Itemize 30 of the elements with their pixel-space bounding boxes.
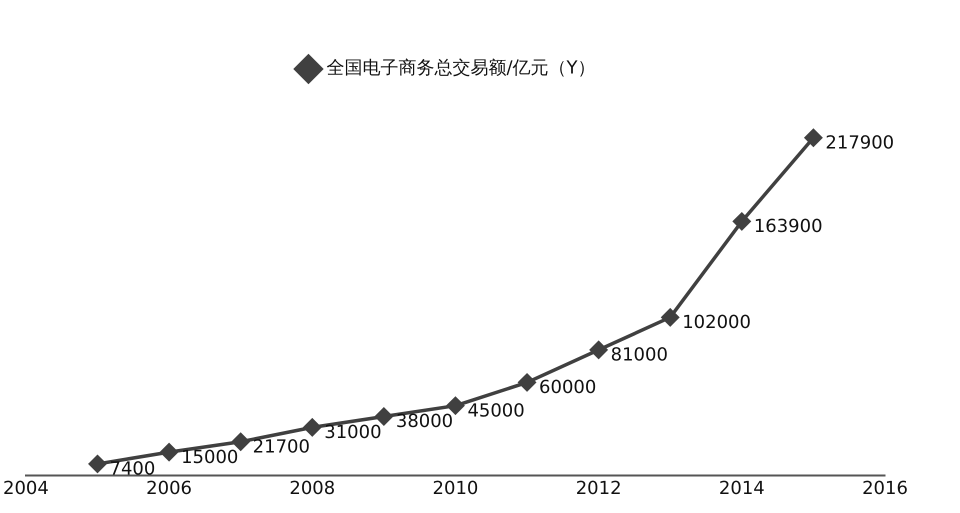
legend-label: 全国电子商务总交易额/亿元（Y） — [326, 58, 596, 79]
data-label: 21700 — [252, 436, 310, 458]
x-tick-label: 2016 — [862, 478, 908, 499]
point — [304, 418, 322, 436]
point — [661, 308, 679, 326]
x-tick-label: 2010 — [432, 478, 478, 499]
data-label: 163900 — [754, 216, 823, 238]
point — [733, 212, 751, 230]
point — [375, 408, 393, 426]
data-label: 45000 — [467, 400, 525, 422]
point — [804, 128, 822, 146]
data-label: 38000 — [396, 411, 454, 432]
point — [88, 455, 106, 473]
x-tick-label: 2012 — [576, 478, 622, 499]
data-label: 31000 — [324, 422, 382, 444]
point — [446, 396, 464, 414]
x-tick-label: 2006 — [146, 478, 192, 499]
point — [518, 374, 536, 392]
point — [590, 341, 608, 359]
point — [160, 443, 178, 461]
data-label: 102000 — [682, 312, 751, 334]
data-label: 81000 — [610, 344, 668, 366]
data-label: 217900 — [825, 132, 894, 154]
point — [232, 433, 250, 451]
x-tick-label: 2008 — [289, 478, 336, 499]
x-tick-label: 2014 — [718, 478, 765, 499]
x-tick-label: 2004 — [3, 478, 49, 499]
data-label: 7400 — [109, 458, 156, 480]
data-label: 15000 — [181, 446, 238, 468]
data-label: 60000 — [539, 377, 596, 398]
